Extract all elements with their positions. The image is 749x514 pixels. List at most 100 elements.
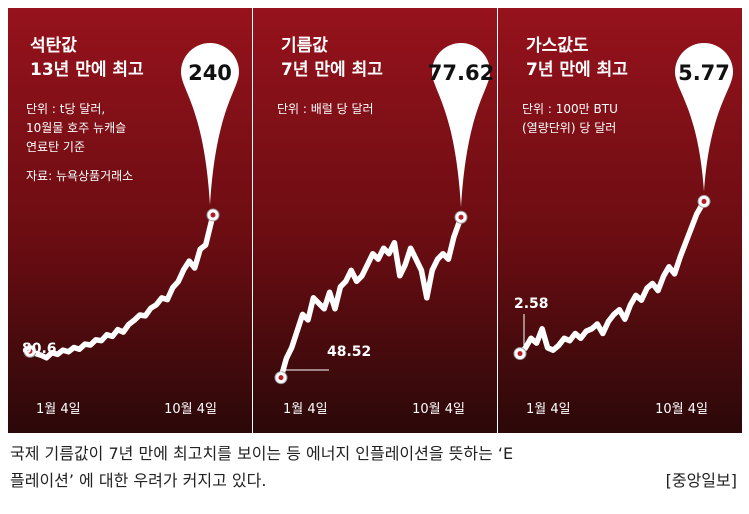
data-point <box>524 346 527 349</box>
data-point <box>78 348 81 351</box>
data-point <box>601 332 604 335</box>
data-point <box>355 280 358 283</box>
start-point-dot <box>27 348 33 354</box>
data-point <box>579 337 582 340</box>
chart-svg: 80.6 240 1월 4일 10월 4일 <box>8 8 252 433</box>
data-point <box>645 287 649 290</box>
data-point <box>171 286 174 289</box>
data-point <box>323 307 326 310</box>
data-point <box>382 247 385 250</box>
x-tick-label-end: 10월 4일 <box>164 402 217 417</box>
data-point <box>431 269 434 272</box>
end-value-bubble <box>675 42 733 192</box>
data-point <box>651 282 654 285</box>
chart-svg: 2.58 5.77 1월 4일 10월 4일 <box>498 8 742 433</box>
data-point <box>39 354 43 357</box>
x-tick-label-end: 10월 4일 <box>655 402 708 417</box>
data-point <box>640 299 643 302</box>
end-value-label: 77.62 <box>428 61 494 85</box>
chart-title: 기름값 7년 만에 최고 <box>281 34 383 82</box>
data-point <box>607 320 610 323</box>
data-point <box>360 274 364 277</box>
start-point-dot <box>517 351 523 357</box>
caption-line-1: 국제 기름값이 7년 만에 최고치를 보이는 등 에너지 인플레이션을 뜻하는 … <box>10 444 514 463</box>
data-point <box>618 308 621 311</box>
end-point-dot <box>701 198 707 204</box>
x-tick-label-start: 1월 4일 <box>526 402 571 417</box>
data-point <box>662 275 665 278</box>
chart-title: 가스값도 7년 만에 최고 <box>526 34 628 82</box>
chart-title-line: 석탄값 <box>30 36 77 56</box>
unit-note-line: 단위 : 100만 BTU <box>522 102 618 116</box>
photo-caption: 국제 기름값이 7년 만에 최고치를 보이는 등 에너지 인플레이션을 뜻하는 … <box>10 440 740 494</box>
chart-title-line: 13년 만에 최고 <box>30 60 144 80</box>
end-point-dot <box>458 214 464 220</box>
data-point <box>414 258 418 261</box>
caption-line-2: 플레이션’ 에 대한 우려가 커지고 있다. <box>10 471 267 490</box>
data-point <box>155 303 158 306</box>
data-point <box>540 327 544 330</box>
data-point <box>420 269 423 272</box>
data-point <box>122 330 125 334</box>
data-point <box>590 327 593 330</box>
start-value-label: 48.52 <box>327 344 371 360</box>
price-series-line <box>517 198 707 357</box>
data-point <box>585 330 588 333</box>
data-point <box>441 252 445 255</box>
source-note: 자료: 뉴욕상품거래소 <box>26 169 134 183</box>
data-point <box>56 353 59 356</box>
data-point <box>684 241 687 245</box>
data-point <box>177 280 180 283</box>
data-point <box>306 318 310 322</box>
data-point <box>204 243 207 247</box>
x-tick-label-start: 1월 4일 <box>283 402 328 417</box>
unit-note: 단위 : 100만 BTU (열량단위) 당 달러 <box>522 100 618 138</box>
chart-title: 석탄값 13년 만에 최고 <box>30 34 144 82</box>
data-point <box>72 346 76 349</box>
chart-svg: 48.52 77.62 1월 4일 10월 4일 <box>253 8 497 433</box>
data-point <box>377 258 380 261</box>
unit-note: 단위 : t당 달러, 10월물 호주 뉴캐슬 연료탄 기준 자료: 뉴욕상품거래소 <box>26 100 133 186</box>
data-point <box>116 328 120 331</box>
data-point <box>61 348 65 352</box>
end-value-bubble <box>181 43 239 205</box>
data-point <box>339 285 342 288</box>
data-point <box>149 307 152 310</box>
x-tick-label-end: 10월 4일 <box>412 402 465 417</box>
data-point <box>290 346 293 349</box>
data-point <box>328 291 331 294</box>
data-point <box>612 313 615 316</box>
data-point <box>45 356 48 359</box>
data-point <box>689 227 693 230</box>
data-point <box>127 323 130 326</box>
data-point <box>695 213 698 216</box>
data-point <box>333 307 337 310</box>
data-point <box>596 322 599 326</box>
data-point <box>285 357 288 360</box>
end-value-bubble <box>432 43 490 208</box>
data-point <box>535 341 538 345</box>
data-point <box>447 258 450 261</box>
gas-price-panel: 2.58 5.77 1월 4일 10월 4일 가스값도 7년 만에 최고 단위 : 100만… <box>498 8 742 433</box>
data-point <box>398 274 401 277</box>
data-point <box>50 351 54 354</box>
data-point <box>623 318 627 321</box>
unit-note-line: 단위 : t당 달러, <box>26 102 106 116</box>
data-point <box>678 256 682 259</box>
chart-title-line: 가스값도 <box>526 36 589 56</box>
data-point <box>67 350 70 353</box>
data-point <box>387 252 391 255</box>
end-value-label: 5.77 <box>678 61 730 85</box>
start-value-label: 80.6 <box>22 341 57 357</box>
data-point <box>144 314 147 318</box>
chart-title-line: 기름값 <box>281 36 328 56</box>
data-point <box>366 263 369 266</box>
data-point <box>100 339 103 342</box>
source-credit: [중앙일보] <box>665 471 737 490</box>
data-point <box>574 332 577 335</box>
data-point <box>89 343 92 347</box>
data-point <box>436 258 439 261</box>
data-point <box>312 296 315 299</box>
data-point <box>529 337 533 340</box>
